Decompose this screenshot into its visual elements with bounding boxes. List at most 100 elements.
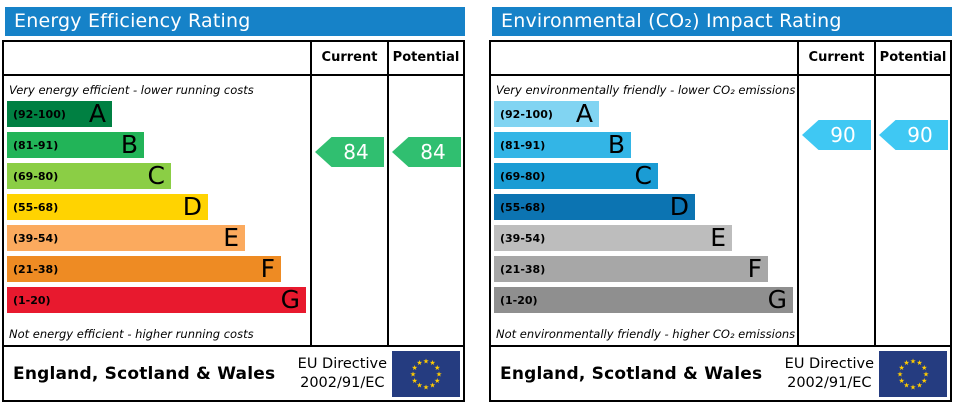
band-f: (21-38) F (494, 256, 768, 282)
eu-directive-line1: EU Directive (297, 356, 387, 373)
table-footer: England, Scotland & Wales EU Directive 2… (4, 345, 463, 400)
svg-text:★: ★ (410, 370, 416, 378)
band-range: (21-38) (13, 262, 59, 276)
eu-flag-icon: ★ ★★★★★★★★★★★ (392, 350, 460, 397)
band-letter: E (710, 223, 726, 252)
svg-text:★: ★ (916, 359, 922, 367)
eu-directive-line1: EU Directive (784, 356, 874, 373)
svg-text:★: ★ (899, 376, 905, 384)
current-column: Current 90 (797, 42, 874, 345)
band-range: (92-100) (13, 107, 66, 121)
bottom-caption: Not energy efficient - higher running co… (9, 327, 254, 341)
potential-arrow: 90 (879, 120, 948, 150)
band-letter: D (669, 192, 689, 221)
potential-column: Potential 84 (387, 42, 463, 345)
band-letter: A (575, 99, 593, 128)
bands: (92-100) A (81-91) B (69-80) C (55-68) D (39-54)… (4, 101, 310, 318)
eu-directive-line2: 2002/91/EC (787, 374, 872, 391)
band-range: (92-100) (500, 107, 553, 121)
band-d: (55-68) D (7, 194, 208, 220)
svg-text:★: ★ (921, 376, 927, 384)
region-label: England, Scotland & Wales (13, 363, 276, 384)
band-letter: C (634, 161, 652, 190)
band-f: (21-38) F (7, 256, 281, 282)
panel-title: Energy Efficiency Rating (5, 7, 465, 36)
svg-text:★: ★ (910, 383, 916, 391)
svg-text:★: ★ (921, 363, 927, 371)
svg-text:★: ★ (923, 370, 929, 378)
bands: (92-100) A (81-91) B (69-80) C (55-68) D (39-54)… (491, 101, 797, 318)
svg-text:★: ★ (423, 357, 429, 365)
band-letter: B (607, 130, 625, 159)
rating-table: Very environmentally friendly - lower CO… (489, 40, 952, 402)
potential-arrow: 84 (392, 137, 461, 167)
band-b: (81-91) B (7, 132, 144, 158)
band-scale-column: Very environmentally friendly - lower CO… (491, 42, 797, 345)
eu-directive-label: EU Directive 2002/91/EC (785, 355, 874, 391)
band-e: (39-54) E (7, 225, 245, 251)
eu-directive-label: EU Directive 2002/91/EC (298, 355, 387, 391)
svg-text:★: ★ (412, 376, 418, 384)
top-caption: Very environmentally friendly - lower CO… (496, 83, 796, 97)
svg-text:★: ★ (423, 383, 429, 391)
potential-column-header: Potential (876, 42, 950, 76)
band-c: (69-80) C (7, 163, 171, 189)
current-column: Current 84 (310, 42, 387, 345)
rating-table: Very energy efficient - lower running co… (2, 40, 465, 402)
band-range: (69-80) (13, 169, 59, 183)
band-range: (39-54) (13, 231, 59, 245)
potential-column-header: Potential (389, 42, 463, 76)
svg-text:★: ★ (897, 370, 903, 378)
svg-text:★: ★ (916, 381, 922, 389)
band-range: (39-54) (500, 231, 546, 245)
panel-title: Environmental (CO₂) Impact Rating (492, 7, 952, 36)
band-a: (92-100) A (494, 101, 599, 127)
scale-header-spacer (491, 42, 797, 76)
eu-directive-line2: 2002/91/EC (300, 374, 385, 391)
svg-text:★: ★ (429, 359, 435, 367)
band-scale-column: Very energy efficient - lower running co… (4, 42, 310, 345)
scale-header-spacer (4, 42, 310, 76)
svg-text:★: ★ (434, 363, 440, 371)
band-letter: C (147, 161, 165, 190)
band-range: (1-20) (500, 293, 538, 307)
band-d: (55-68) D (494, 194, 695, 220)
svg-text:★: ★ (899, 363, 905, 371)
band-range: (55-68) (500, 200, 546, 214)
band-range: (21-38) (500, 262, 546, 276)
band-letter: E (223, 223, 239, 252)
current-column-header: Current (312, 42, 387, 76)
band-g: (1-20) G (7, 287, 306, 313)
bottom-caption: Not environmentally friendly - higher CO… (496, 327, 796, 341)
band-c: (69-80) C (494, 163, 658, 189)
svg-text:★: ★ (434, 376, 440, 384)
potential-column: Potential 90 (874, 42, 950, 345)
band-range: (1-20) (13, 293, 51, 307)
rating-chart-area: Very environmentally friendly - lower CO… (491, 42, 950, 345)
svg-text:★: ★ (416, 381, 422, 389)
band-g: (1-20) G (494, 287, 793, 313)
band-range: (69-80) (500, 169, 546, 183)
band-letter: B (120, 130, 138, 159)
svg-text:★: ★ (416, 359, 422, 367)
region-label: England, Scotland & Wales (500, 363, 763, 384)
svg-text:★: ★ (910, 357, 916, 365)
band-letter: G (280, 285, 300, 314)
band-b: (81-91) B (494, 132, 631, 158)
table-footer: England, Scotland & Wales EU Directive 2… (491, 345, 950, 400)
band-range: (81-91) (13, 138, 59, 152)
rating-chart-area: Very energy efficient - lower running co… (4, 42, 463, 345)
band-e: (39-54) E (494, 225, 732, 251)
co2-impact-panel: Environmental (CO₂) Impact Rating Very e… (489, 0, 952, 404)
svg-text:★: ★ (903, 381, 909, 389)
svg-text:★: ★ (429, 381, 435, 389)
band-range: (55-68) (13, 200, 59, 214)
current-arrow: 84 (315, 137, 384, 167)
band-letter: A (88, 99, 106, 128)
svg-text:★: ★ (412, 363, 418, 371)
band-letter: D (182, 192, 202, 221)
svg-text:★: ★ (903, 359, 909, 367)
eu-flag-icon: ★ ★★★★★★★★★★★ (879, 350, 947, 397)
energy-efficiency-panel: Energy Efficiency Rating Very energy eff… (2, 0, 465, 404)
